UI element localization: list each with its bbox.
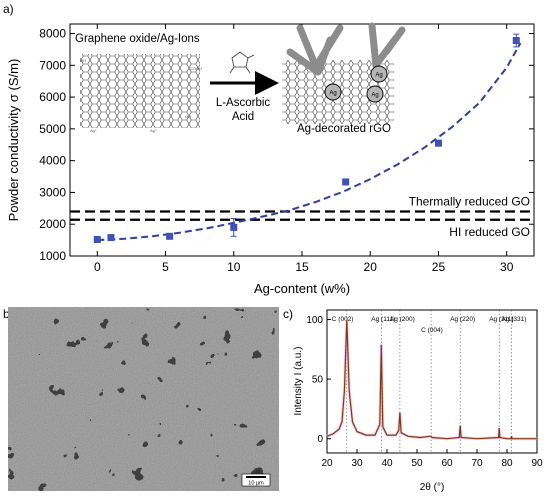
fit-curve bbox=[97, 42, 522, 242]
chart-a-y-tick-label: 7000 bbox=[39, 58, 66, 72]
chart-c-x-tick-label: 40 bbox=[381, 458, 393, 469]
chart-c-x-tick-label: 30 bbox=[351, 458, 363, 469]
chart-c-y-tick-label: 100 bbox=[306, 315, 323, 326]
chart-a-y-tick-label: 5000 bbox=[39, 122, 66, 136]
inset-right-label: Ag-decorated rGO bbox=[297, 123, 391, 135]
arrow-label-acid: Acid bbox=[232, 111, 254, 123]
sem-bright-flakes bbox=[8, 307, 279, 491]
sem-scale-bar-label: 10 µm bbox=[248, 481, 264, 487]
svg-text:Ag: Ag bbox=[375, 73, 382, 79]
svg-text:Ag⁺: Ag⁺ bbox=[150, 128, 157, 133]
sem-scale-bar: 10 µm bbox=[241, 473, 271, 487]
peak-label: Ag (200) bbox=[390, 316, 415, 323]
xrd-pattern-halo bbox=[326, 319, 537, 441]
silver-particle-icon: Ag bbox=[366, 85, 384, 103]
chart-c-series bbox=[326, 319, 537, 441]
chart-a-fit bbox=[97, 42, 522, 242]
chart-a-y-tick-label: 1000 bbox=[39, 249, 66, 263]
silver-particle-icon: Ag bbox=[324, 83, 342, 101]
chart-a-points bbox=[93, 33, 520, 243]
chart-c-x-tick-label: 90 bbox=[531, 458, 543, 469]
chart-c-y-label: Intensity I (a.u.) bbox=[293, 347, 304, 416]
svg-text:COOH: COOH bbox=[190, 66, 202, 71]
data-point bbox=[434, 139, 442, 147]
peak-label: Ag (331) bbox=[502, 316, 527, 323]
chart-a-y-tick-label: 8000 bbox=[39, 27, 66, 41]
reference-line-label: Thermally reduced GO bbox=[409, 195, 530, 209]
panel-label-a: a) bbox=[3, 2, 14, 16]
peak-label: Ag (220) bbox=[450, 316, 475, 323]
chart-c-y-tick-label: 50 bbox=[312, 375, 324, 386]
chart-c-x-tick-label: 80 bbox=[501, 458, 513, 469]
chart-c-x-label: 2θ (°) bbox=[420, 482, 445, 493]
chart-c-x-tick-label: 50 bbox=[411, 458, 423, 469]
data-point bbox=[93, 235, 101, 243]
peak-label: C (004) bbox=[421, 327, 443, 334]
data-point bbox=[230, 223, 238, 231]
svg-text:Ag: Ag bbox=[371, 93, 378, 99]
chart-a: 1000 2000 3000 4000 5000 6000 7000 8000 0 5 10 15 2… bbox=[6, 22, 535, 296]
chart-c-y-ticks: 0 50 100 bbox=[306, 315, 331, 445]
chart-c-x-tick-label: 60 bbox=[441, 458, 453, 469]
data-point bbox=[342, 178, 350, 186]
chart-a-y-tick-label: 4000 bbox=[39, 154, 66, 168]
peak-label: C (002) bbox=[332, 316, 354, 323]
chart-a-reference-lines: Thermally reduced GO HI reduced GO bbox=[70, 195, 534, 239]
data-point bbox=[107, 234, 115, 242]
peak-label: Ag (311) bbox=[489, 316, 513, 323]
panel-label-c: c) bbox=[283, 307, 293, 321]
svg-text:OH: OH bbox=[80, 58, 86, 63]
chart-a-y-tick-label: 2000 bbox=[39, 217, 66, 231]
chart-c: C (002) Ag (111)Ag (200) C (004) Ag (220) Ag… bbox=[293, 309, 543, 493]
data-point bbox=[166, 232, 174, 240]
data-point bbox=[512, 37, 520, 45]
chart-c-x-tick-label: 20 bbox=[321, 458, 333, 469]
xrd-pattern-line bbox=[326, 319, 537, 440]
chart-c-x-ticks: 20 30 40 50 60 70 80 90 bbox=[321, 449, 543, 469]
chart-a-y-tick-label: 6000 bbox=[39, 90, 66, 104]
chart-c-y-tick-label: 0 bbox=[317, 434, 323, 445]
chart-a-x-tick-label: 15 bbox=[295, 260, 309, 274]
svg-text:Ag⁺: Ag⁺ bbox=[90, 128, 97, 133]
chart-a-x-ticks: 0 5 10 15 20 25 30 bbox=[94, 24, 514, 274]
chart-a-x-tick-label: 20 bbox=[364, 260, 378, 274]
svg-text:Ag: Ag bbox=[329, 91, 336, 97]
peak-label: Ag (111) bbox=[371, 316, 395, 323]
graphene-oxide-sheet-icon: OH COOH Ag⁺ Ag⁺ OH bbox=[80, 54, 202, 133]
chart-a-y-ticks: 1000 2000 3000 4000 5000 6000 7000 8000 bbox=[39, 27, 534, 263]
chart-a-x-tick-label: 10 bbox=[227, 260, 241, 274]
ascorbic-acid-molecule-icon bbox=[229, 51, 255, 74]
reference-line-label: HI reduced GO bbox=[449, 225, 530, 239]
reaction-inset: Graphene oxide/Ag-Ions OH COOH Ag⁺ Ag⁺ O… bbox=[75, 22, 406, 135]
chart-a-x-tick-label: 5 bbox=[162, 260, 169, 274]
chart-a-y-tick-label: 3000 bbox=[39, 185, 66, 199]
sem-micrograph: 10 µm bbox=[8, 307, 279, 491]
chart-a-x-tick-label: 25 bbox=[432, 260, 446, 274]
arrow-label-ascorbic: L-Ascorbic bbox=[216, 97, 271, 109]
chart-a-y-label: Powder conductivity σ (S/m) bbox=[6, 59, 21, 222]
svg-text:OH: OH bbox=[185, 114, 191, 119]
chart-a-x-tick-label: 0 bbox=[94, 260, 101, 274]
ag-decorated-rgo-sheet-icon: Ag Ag Ag bbox=[282, 22, 406, 124]
chart-a-x-label: Ag-content (w%) bbox=[254, 281, 350, 296]
chart-a-x-tick-label: 30 bbox=[500, 260, 514, 274]
inset-left-label: Graphene oxide/Ag-Ions bbox=[75, 33, 200, 45]
chart-c-peak-lines: C (002) Ag (111)Ag (200) C (004) Ag (220) Ag… bbox=[332, 310, 527, 453]
silver-particle-icon: Ag bbox=[370, 65, 388, 83]
chart-c-x-tick-label: 70 bbox=[471, 458, 483, 469]
chart-c-frame bbox=[326, 309, 538, 454]
